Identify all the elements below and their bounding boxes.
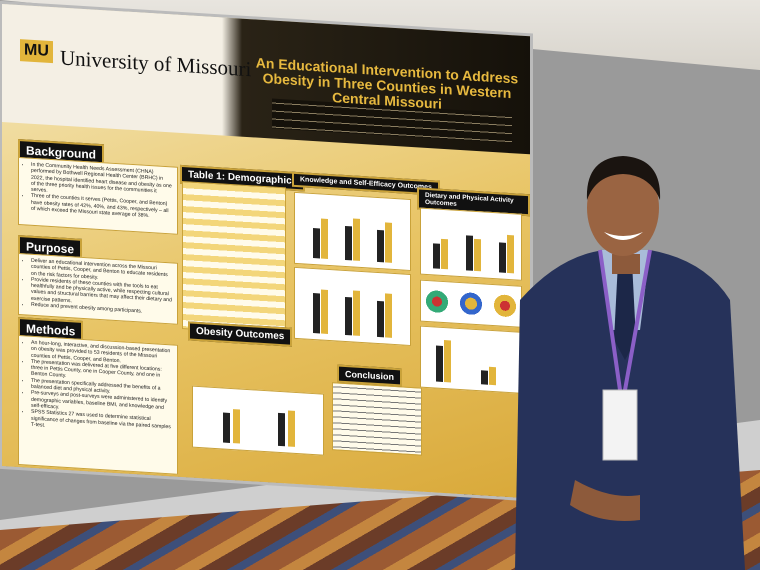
face: [587, 160, 659, 256]
neck: [612, 254, 640, 274]
smile: [604, 232, 643, 240]
badge: [602, 389, 638, 461]
hair: [586, 156, 661, 200]
tie: [614, 262, 636, 360]
lanyard: [598, 249, 652, 391]
hands: [570, 480, 640, 521]
